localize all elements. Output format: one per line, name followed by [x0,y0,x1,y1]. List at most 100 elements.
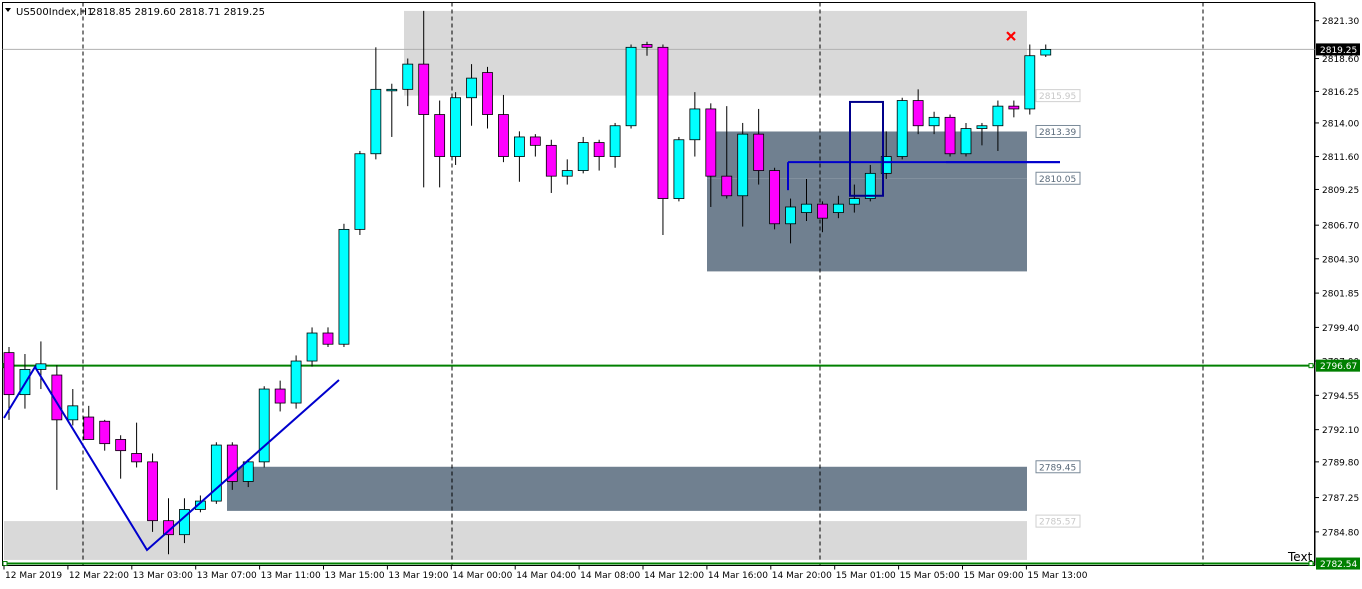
candle-body [83,416,95,440]
candle-33 [529,134,541,157]
candle-body [1040,49,1052,56]
candle-body [402,63,414,90]
candle-22 [354,150,366,235]
y-tick-label-1: 2818.60 [1322,55,1359,65]
candle-21 [338,223,350,348]
candle-body [322,332,334,345]
candle-body [67,405,79,421]
candle-body [657,46,669,199]
text-label: Text [1287,550,1313,564]
x-tick-label-0: 12 Mar 2019 [5,571,62,581]
candle-body [992,105,1004,127]
candle-body [1008,105,1020,110]
candle-body [944,116,956,155]
candle-body [561,170,573,177]
y-tick-label-4: 2811.60 [1322,153,1359,163]
candle-body [115,439,127,452]
candle-37 [593,139,605,171]
candle-0 [3,347,15,420]
candle-body [450,97,462,157]
candle-body [370,88,382,155]
candle-body [928,116,940,127]
candle-39 [625,44,637,129]
candle-59 [944,114,956,157]
candle-body [35,363,47,370]
candle-17 [274,380,286,412]
candle-body [466,77,477,99]
candle-4 [67,389,79,426]
x-tick-label-6: 13 Mar 19:00 [388,571,448,581]
consolidation-box [849,100,884,197]
level-handle-right-0 [1308,363,1314,369]
candle-body [880,156,892,174]
x-tick-label-13: 15 Mar 01:00 [836,571,896,581]
candle-body [769,170,780,225]
candle-body [131,453,143,463]
candle-3 [51,365,63,490]
candle-body [258,388,270,463]
candle-body [753,133,765,171]
triangle-down-icon[interactable] [5,8,11,12]
candle-62 [992,100,1004,151]
zone-price-tag-0 [1035,89,1081,103]
candle-body [99,420,111,445]
y-tick-label-7: 2804.30 [1322,255,1359,265]
candle-body [864,172,876,199]
candle-body [593,142,605,157]
candle-body [912,100,924,127]
candle-body [801,203,812,213]
candle-6 [99,419,111,451]
candle-25 [402,58,414,107]
candle-44 [705,103,717,207]
symbol-label: US500Index,H1 [16,7,93,18]
level-handle-left-1 [2,561,8,567]
candle-26 [418,10,430,188]
zone-price-tag-3 [1035,460,1081,474]
candle-48 [769,167,780,230]
trend-line-zigzag [3,365,340,552]
candle-body [609,125,621,157]
x-tick-label-5: 13 Mar 15:00 [325,571,385,581]
candle-28 [450,92,462,165]
candle-49 [785,198,796,244]
candle-14 [226,442,238,490]
candle-body [147,461,158,522]
candle-body [1024,55,1036,110]
candle-body [721,175,733,197]
candle-body [274,388,286,404]
candle-body [290,360,302,404]
zone-price-label-0: 2815.95 [1039,92,1076,102]
y-tick-label-9: 2799.40 [1322,324,1359,334]
candle-47 [753,108,765,185]
candle-7 [115,435,127,479]
y-tick-label-13: 2789.80 [1322,458,1359,468]
candle-body [529,136,541,146]
candle-body [51,374,63,421]
demand-zone-lower [227,466,1027,511]
candle-40 [641,41,653,56]
x-tick-label-4: 13 Mar 11:00 [261,571,321,581]
candle-19 [306,327,318,367]
candle-16 [258,386,270,468]
candle-23 [370,47,382,160]
candle-5 [83,405,95,440]
x-tick-label-10: 14 Mar 12:00 [644,571,704,581]
x-tick-label-12: 14 Mar 20:00 [772,571,832,581]
y-tick-label-15: 2784.80 [1322,528,1359,538]
candle-body [960,128,972,155]
candle-32 [514,131,525,182]
candle-body [705,108,717,177]
level-handle-right-1 [1308,561,1314,567]
x-tick-label-9: 14 Mar 08:00 [580,571,640,581]
y-tick-label-11: 2794.55 [1322,392,1359,402]
y-tick-label-0: 2821.30 [1322,17,1359,27]
y-tick-label-2: 2816.25 [1322,88,1359,98]
candle-body [338,228,350,345]
y-tick-label-8: 2801.85 [1322,290,1359,300]
candle-body [545,144,557,177]
zone-price-label-3: 2789.45 [1039,463,1076,473]
current-price-label: 2819.25 [1320,46,1357,56]
green-level-label-1: 2782.54 [1320,560,1357,570]
